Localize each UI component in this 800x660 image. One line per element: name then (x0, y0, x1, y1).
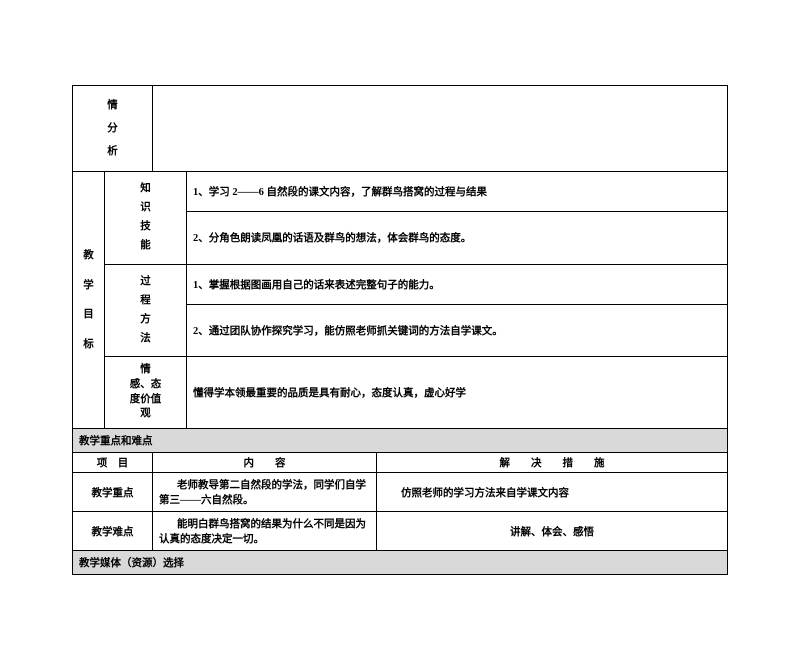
col-item-cell: 项 目 (73, 453, 153, 473)
col-content: 内 容 (244, 458, 286, 469)
process-item2: 2、通过团队协作探究学习，能仿照老师抓关键词的方法自学课文。 (193, 326, 503, 337)
focus-solution-cell: 仿照老师的学习方法来自学课文内容 (377, 473, 728, 512)
col-solution: 解 决 措 施 (500, 458, 605, 469)
analysis-title: 情 分 析 (107, 100, 118, 157)
objectives-main-label: 教 学 目 标 (73, 172, 105, 429)
process-item1: 1、掌握根据图画用自己的话来表述完整句子的能力。 (193, 280, 440, 291)
col-content-cell: 内 容 (153, 453, 377, 473)
attitude-content-cell: 懂得学本领最重要的品质是具有耐心，态度认真，虚心好学 (187, 357, 728, 429)
difficulty-label: 教学难点 (92, 527, 134, 538)
knowledge-label: 知 识 技 能 (105, 172, 187, 265)
col-solution-cell: 解 决 措 施 (377, 453, 728, 473)
focus-content-cell: 老师教导第二自然段的学法，同学们自学第三——六自然段。 (153, 473, 377, 512)
keypoints-header: 教学重点和难点 (79, 436, 153, 447)
process-item2-cell: 2、通过团队协作探究学习，能仿照老师抓关键词的方法自学课文。 (187, 304, 728, 357)
attitude-label: 情 感、态 度价值 观 (105, 357, 187, 429)
knowledge-item2-cell: 2、分角色朗读凤凰的话语及群鸟的想法，体会群鸟的态度。 (187, 211, 728, 264)
knowledge-title: 知 识 技 能 (140, 183, 151, 251)
lesson-plan-table: 情 分 析 教 学 目 标 知 识 技 能 1、学习 2——6 自然段的课文内容… (72, 85, 728, 575)
media-header-cell: 教学媒体（资源）选择 (73, 551, 728, 575)
attitude-content: 懂得学本领最重要的品质是具有耐心，态度认真，虚心好学 (193, 388, 466, 399)
process-label: 过 程 方 法 (105, 264, 187, 357)
difficulty-solution-cell: 讲解、体会、感悟 (377, 512, 728, 551)
focus-label-cell: 教学重点 (73, 473, 153, 512)
process-title: 过 程 方 法 (140, 276, 151, 344)
keypoints-header-cell: 教学重点和难点 (73, 429, 728, 453)
knowledge-item1: 1、学习 2——6 自然段的课文内容，了解群鸟搭窝的过程与结果 (193, 187, 487, 198)
focus-content: 老师教导第二自然段的学法，同学们自学第三——六自然段。 (159, 480, 366, 506)
difficulty-label-cell: 教学难点 (73, 512, 153, 551)
objectives-main-title: 教 学 目 标 (83, 250, 94, 349)
difficulty-content-cell: 能明白群鸟搭窝的结果为什么不同是因为认真的态度决定一切。 (153, 512, 377, 551)
col-item: 项 目 (97, 458, 129, 469)
focus-label: 教学重点 (92, 488, 134, 499)
difficulty-content: 能明白群鸟搭窝的结果为什么不同是因为认真的态度决定一切。 (159, 519, 366, 545)
knowledge-item2: 2、分角色朗读凤凰的话语及群鸟的想法，体会群鸟的态度。 (193, 233, 471, 244)
analysis-content (153, 86, 728, 172)
attitude-title: 情 感、态 度价值 观 (130, 364, 162, 419)
focus-solution: 仿照老师的学习方法来自学课文内容 (383, 488, 569, 499)
process-item1-cell: 1、掌握根据图画用自己的话来表述完整句子的能力。 (187, 264, 728, 304)
analysis-label: 情 分 析 (73, 86, 153, 172)
knowledge-item1-cell: 1、学习 2——6 自然段的课文内容，了解群鸟搭窝的过程与结果 (187, 172, 728, 212)
difficulty-solution: 讲解、体会、感悟 (510, 527, 594, 538)
media-header: 教学媒体（资源）选择 (79, 558, 184, 569)
